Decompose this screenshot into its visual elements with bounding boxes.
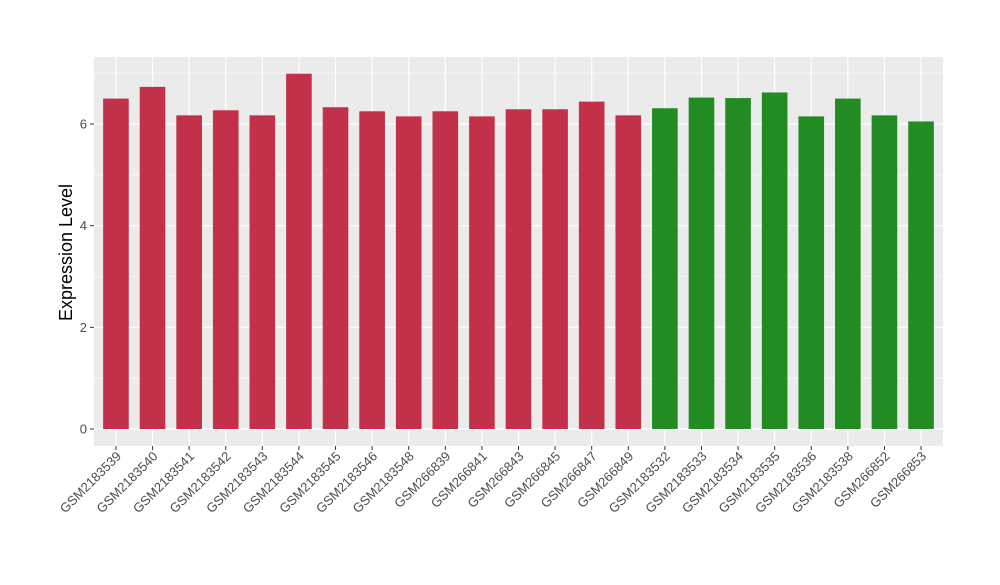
y-tick-label: 4 xyxy=(80,218,87,233)
bar-GSM2183548 xyxy=(395,116,422,429)
bar-GSM2183532 xyxy=(652,108,678,429)
bar-GSM2183539 xyxy=(103,98,129,429)
bars-group xyxy=(103,73,934,430)
bar-GSM266845 xyxy=(542,109,568,429)
bar-GSM2183542 xyxy=(212,110,239,430)
bar-GSM2183536 xyxy=(798,116,825,429)
bar-GSM2183534 xyxy=(725,98,751,429)
bar-GSM2183538 xyxy=(835,98,861,429)
y-axis-label: Expression Level xyxy=(56,184,76,321)
x-axis: GSM2183539GSM2183540GSM2183541GSM2183542… xyxy=(57,446,929,516)
bar-GSM266839 xyxy=(432,111,459,430)
bar-GSM2183546 xyxy=(359,111,385,430)
bar-GSM2183533 xyxy=(688,97,715,430)
bar-GSM266852 xyxy=(871,115,898,429)
bar-GSM266847 xyxy=(578,101,605,429)
y-tick-label: 0 xyxy=(80,422,87,437)
bar-GSM2183540 xyxy=(139,86,166,430)
y-tick-label: 6 xyxy=(80,117,87,132)
bar-GSM2183541 xyxy=(176,115,202,429)
y-axis: 0 2 4 6 xyxy=(80,117,94,437)
bar-GSM266843 xyxy=(505,109,532,429)
bar-GSM266849 xyxy=(615,115,642,429)
bar-GSM2183544 xyxy=(286,73,312,430)
bar-GSM2183545 xyxy=(322,107,349,429)
bar-GSM266841 xyxy=(469,116,495,429)
bar-GSM2183535 xyxy=(761,92,788,429)
bar-GSM2183543 xyxy=(249,115,276,429)
y-tick-label: 2 xyxy=(80,320,87,335)
bar-GSM266853 xyxy=(908,121,934,429)
